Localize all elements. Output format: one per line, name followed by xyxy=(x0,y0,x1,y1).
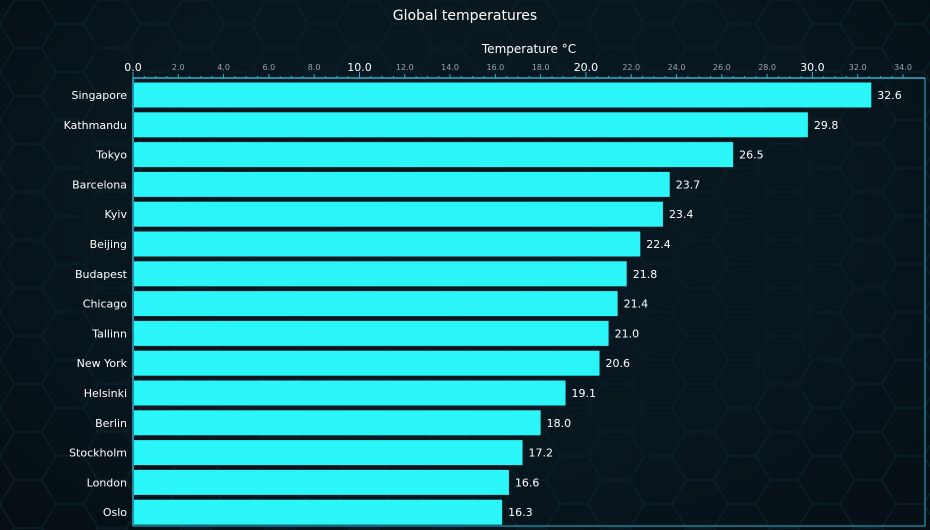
category-label: Oslo xyxy=(103,506,127,519)
bar-tallinn xyxy=(134,320,609,346)
category-label: Singapore xyxy=(72,89,128,102)
x-tick-label-minor: 12.0 xyxy=(396,63,414,72)
category-label: Tallinn xyxy=(91,327,127,340)
x-tick-label-minor: 22.0 xyxy=(622,63,640,72)
x-tick-label-minor: 4.0 xyxy=(217,63,230,72)
value-label: 29.8 xyxy=(814,119,839,132)
x-tick-label-minor: 8.0 xyxy=(308,63,321,72)
x-axis-ticks: 0.0 10.0 20.0 30.0 2.0 4.0 6.0 8.0 12.0 14.0 16.0 1… xyxy=(124,61,912,74)
bar-helsinki xyxy=(134,380,566,406)
bar-budapest xyxy=(134,261,627,287)
x-tick-label-major: 0.0 xyxy=(124,61,142,74)
chart-title: Global temperatures xyxy=(393,8,537,24)
bar-london xyxy=(134,469,509,495)
value-labels: 32.6 29.8 26.5 23.7 23.4 22.4 21.8 21.4 21.0 20.6… xyxy=(508,89,902,519)
category-label: Stockholm xyxy=(69,447,127,460)
value-label: 21.4 xyxy=(624,298,649,311)
value-label: 22.4 xyxy=(646,238,671,251)
category-label: Chicago xyxy=(83,298,127,311)
x-tick-label-major: 10.0 xyxy=(347,61,372,74)
x-axis-title: Temperature °C xyxy=(481,42,576,56)
x-tick-label-minor: 2.0 xyxy=(172,63,185,72)
category-label: Barcelona xyxy=(72,178,127,191)
x-tick-label-minor: 16.0 xyxy=(486,63,504,72)
bar-kyiv xyxy=(134,201,663,227)
value-label: 16.6 xyxy=(515,476,540,489)
category-label: Beijing xyxy=(90,238,127,251)
axis-lines xyxy=(132,72,926,527)
x-tick-label-minor: 24.0 xyxy=(668,63,686,72)
value-label: 32.6 xyxy=(877,89,902,102)
bar-singapore xyxy=(134,82,872,108)
category-label: Tokyo xyxy=(95,149,127,162)
bar-barcelona xyxy=(134,171,670,197)
bar-berlin xyxy=(134,410,541,436)
x-tick-label-minor: 32.0 xyxy=(849,63,867,72)
bars xyxy=(134,82,872,525)
value-label: 16.3 xyxy=(508,506,533,519)
bar-chicago xyxy=(134,291,618,317)
bar-oslo xyxy=(134,499,503,525)
value-label: 21.0 xyxy=(615,327,640,340)
x-tick-label-minor: 6.0 xyxy=(263,63,276,72)
category-label: London xyxy=(87,476,127,489)
value-label: 26.5 xyxy=(739,149,764,162)
category-label: Kyiv xyxy=(105,208,128,221)
bar-beijing xyxy=(134,231,641,257)
bar-stockholm xyxy=(134,440,523,466)
x-tick-label-minor: 34.0 xyxy=(894,63,912,72)
value-label: 18.0 xyxy=(547,417,572,430)
x-tick-label-minor: 28.0 xyxy=(758,63,776,72)
x-tick-label-minor: 18.0 xyxy=(532,63,550,72)
x-tick-label-major: 30.0 xyxy=(800,61,825,74)
category-label: Berlin xyxy=(95,417,127,430)
category-label: Budapest xyxy=(75,268,128,281)
x-tick-label-minor: 14.0 xyxy=(441,63,459,72)
value-label: 21.8 xyxy=(633,268,658,281)
x-tick-label-major: 20.0 xyxy=(574,61,599,74)
value-label: 23.7 xyxy=(676,178,701,191)
category-label: Helsinki xyxy=(84,387,127,400)
category-labels: Singapore Kathmandu Tokyo Barcelona Kyiv Beij… xyxy=(64,89,128,519)
value-label: 19.1 xyxy=(572,387,597,400)
bar-kathmandu xyxy=(134,112,808,138)
value-label: 23.4 xyxy=(669,208,694,221)
bar-tokyo xyxy=(134,142,734,168)
x-tick-label-minor: 26.0 xyxy=(713,63,731,72)
category-label: Kathmandu xyxy=(64,119,127,132)
value-label: 20.6 xyxy=(606,357,631,370)
bar-new-york xyxy=(134,350,600,376)
category-label: New York xyxy=(77,357,128,370)
value-label: 17.2 xyxy=(529,447,554,460)
